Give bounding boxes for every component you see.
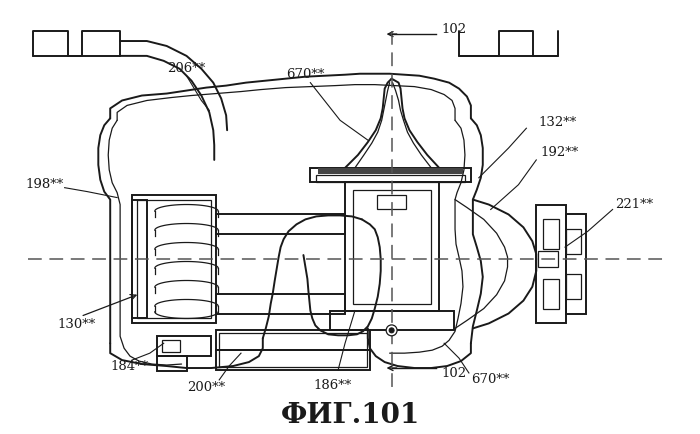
Bar	[162, 340, 180, 352]
Text: 670**: 670**	[286, 68, 325, 81]
Bar	[330, 311, 454, 330]
Text: 670**: 670**	[471, 373, 510, 386]
Bar	[345, 182, 439, 311]
Bar	[216, 294, 345, 313]
Bar	[316, 175, 465, 182]
Bar	[216, 330, 370, 350]
Text: 206**: 206**	[167, 62, 206, 75]
Bar	[543, 219, 559, 249]
Bar	[566, 214, 586, 313]
Bar	[157, 336, 211, 356]
Bar	[157, 356, 186, 371]
Bar	[216, 350, 370, 370]
Circle shape	[389, 328, 394, 333]
Bar	[543, 279, 559, 309]
Bar	[353, 190, 431, 304]
Bar	[566, 229, 581, 254]
Text: ФИГ.101: ФИГ.101	[281, 402, 419, 429]
Bar	[318, 168, 463, 174]
Bar	[216, 214, 345, 234]
Text: 102: 102	[441, 368, 466, 381]
Bar	[566, 274, 581, 299]
Bar	[538, 251, 558, 267]
Text: 192**: 192**	[540, 145, 578, 158]
Circle shape	[386, 325, 397, 336]
Text: 130**: 130**	[57, 318, 96, 331]
Bar	[132, 200, 147, 319]
Text: 184**: 184**	[110, 359, 148, 372]
Bar	[137, 200, 211, 319]
Text: 102: 102	[441, 23, 466, 36]
Bar	[536, 204, 566, 323]
Bar	[310, 168, 471, 182]
Bar	[219, 333, 367, 367]
Text: 200**: 200**	[188, 381, 225, 395]
Bar	[132, 194, 216, 323]
Text: 132**: 132**	[538, 116, 577, 129]
Bar	[377, 194, 407, 210]
Text: 221**: 221**	[615, 198, 654, 211]
Text: 186**: 186**	[313, 379, 351, 392]
Text: 198**: 198**	[25, 178, 63, 191]
